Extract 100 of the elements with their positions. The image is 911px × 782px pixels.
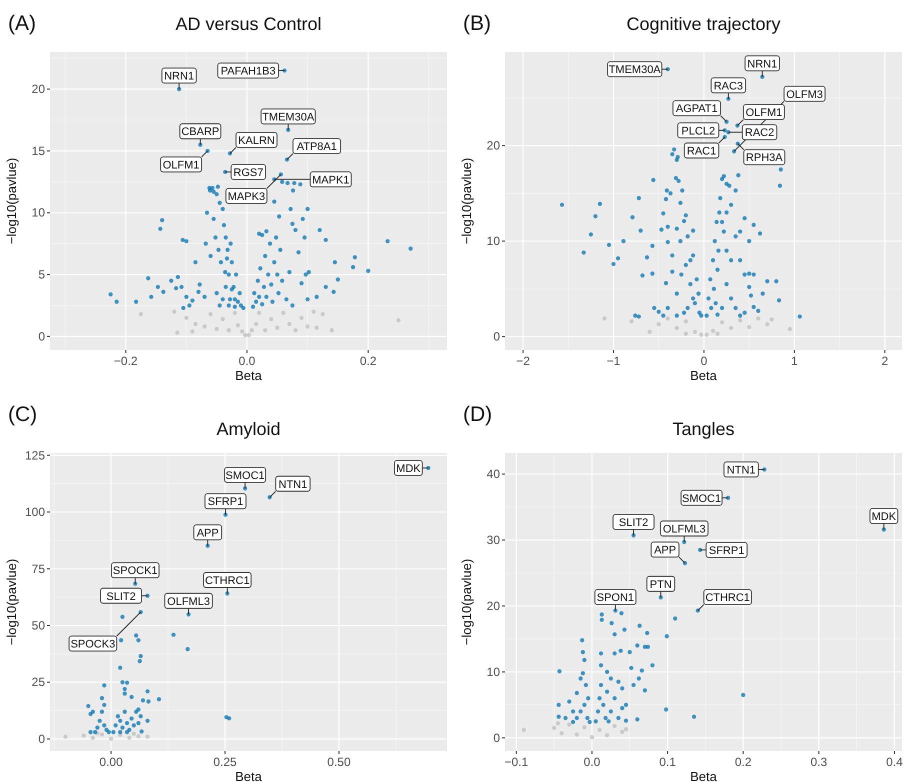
y-tick-label: 125 [24, 448, 46, 462]
y-tick-label: 20 [486, 598, 500, 613]
y-axis-title: −log10(pavlue) [459, 158, 474, 244]
annotation: SPOCK3 [70, 638, 116, 651]
x-tick-label: 0.3 [810, 755, 828, 769]
chart-title: Amyloid [216, 419, 281, 439]
point [522, 728, 526, 732]
point [275, 326, 280, 330]
point [756, 316, 760, 321]
point [704, 332, 709, 337]
y-tick-label: 0 [38, 732, 46, 746]
point [281, 310, 286, 316]
point [738, 318, 742, 322]
y-tick-label: 10 [486, 664, 500, 679]
x-tick-label: 1 [791, 354, 798, 368]
point [770, 317, 774, 322]
point [243, 333, 248, 338]
x-tick-label: 0.4 [886, 755, 904, 769]
x-tick-label: 0.25 [213, 755, 238, 769]
y-tick-label: 30 [486, 533, 500, 548]
annotation: APP [196, 527, 219, 540]
point [630, 319, 634, 324]
point [232, 310, 237, 316]
point [226, 328, 231, 332]
y-tick-label: 15 [32, 144, 46, 158]
point [552, 726, 556, 730]
annotation: SPOCK1 [112, 565, 158, 578]
annotation: PAFAH1B3 [220, 66, 276, 78]
x-tick-label: 0 [700, 354, 708, 368]
point [208, 312, 213, 316]
annotation: RAC1 [686, 146, 716, 158]
annotation: CTHRC1 [204, 574, 250, 587]
annotation: RPH3A [746, 152, 784, 164]
annotation: KALRN [238, 134, 275, 147]
y-tick-label: 0 [493, 730, 500, 745]
annotation: SPON1 [596, 592, 634, 604]
point [602, 316, 607, 321]
point [263, 328, 268, 332]
point [788, 326, 792, 332]
point [560, 731, 564, 736]
point [556, 721, 560, 726]
x-tick-label: −0.2 [114, 354, 138, 368]
x-tick-label: −2 [516, 354, 530, 368]
point [190, 329, 195, 334]
annotation: AGPAT1 [676, 103, 718, 116]
point [684, 319, 688, 324]
y-tick-label: 100 [24, 505, 46, 520]
annotation: SMOC1 [682, 492, 722, 505]
point [674, 326, 679, 330]
point [312, 310, 316, 314]
point [293, 328, 298, 332]
point [287, 322, 292, 326]
x-tick-label: −1 [606, 354, 621, 368]
x-tick-label: 0.0 [584, 755, 601, 769]
point [604, 733, 610, 738]
point [620, 730, 624, 734]
point [624, 727, 628, 732]
annotation: SFRP1 [208, 496, 244, 508]
x-tick-label: 0.2 [360, 354, 377, 368]
annotation: CBARP [181, 126, 220, 138]
annotation: OLFM1 [162, 159, 200, 172]
x-axis-title: Beta [690, 769, 718, 782]
x-tick-label: −0.1 [504, 755, 529, 769]
point [202, 324, 207, 329]
text: (A) [8, 12, 36, 35]
point [305, 324, 310, 329]
annotation: OLFM1 [746, 107, 782, 120]
point [597, 728, 602, 732]
y-tick-label: 20 [486, 138, 500, 153]
annotation: PTN [650, 578, 672, 591]
point [574, 732, 579, 737]
y-tick-label: 0 [38, 329, 46, 344]
point [648, 330, 652, 334]
x-tick-label: 0.2 [734, 755, 752, 769]
point [320, 312, 325, 316]
point [220, 316, 225, 322]
point [246, 333, 251, 338]
annotation: MDK [872, 510, 897, 523]
annotation: MDK [396, 462, 422, 475]
x-axis-title: Beta [235, 769, 263, 782]
annotation: MAPK3 [228, 190, 266, 203]
annotation: OLFML3 [662, 524, 706, 536]
point [715, 332, 720, 336]
y-tick-label: 10 [486, 234, 500, 248]
point [254, 322, 258, 326]
point [728, 326, 734, 330]
annotation: ATP8A1 [296, 141, 337, 154]
annotation: NRN1 [164, 70, 194, 83]
point [184, 316, 188, 320]
point [692, 330, 698, 334]
y-axis-title: −log10(pavlue) [459, 558, 474, 646]
chart-title: AD versus Control [175, 14, 322, 34]
point [396, 318, 401, 322]
point [175, 330, 180, 335]
annotation: SLIT2 [618, 516, 648, 529]
text: (C) [8, 403, 38, 426]
annotation: NTN1 [278, 478, 308, 491]
annotation: RGS7 [233, 166, 264, 179]
chart-title: Cognitive trajectory [626, 14, 781, 34]
y-tick-label: 0 [493, 330, 500, 344]
